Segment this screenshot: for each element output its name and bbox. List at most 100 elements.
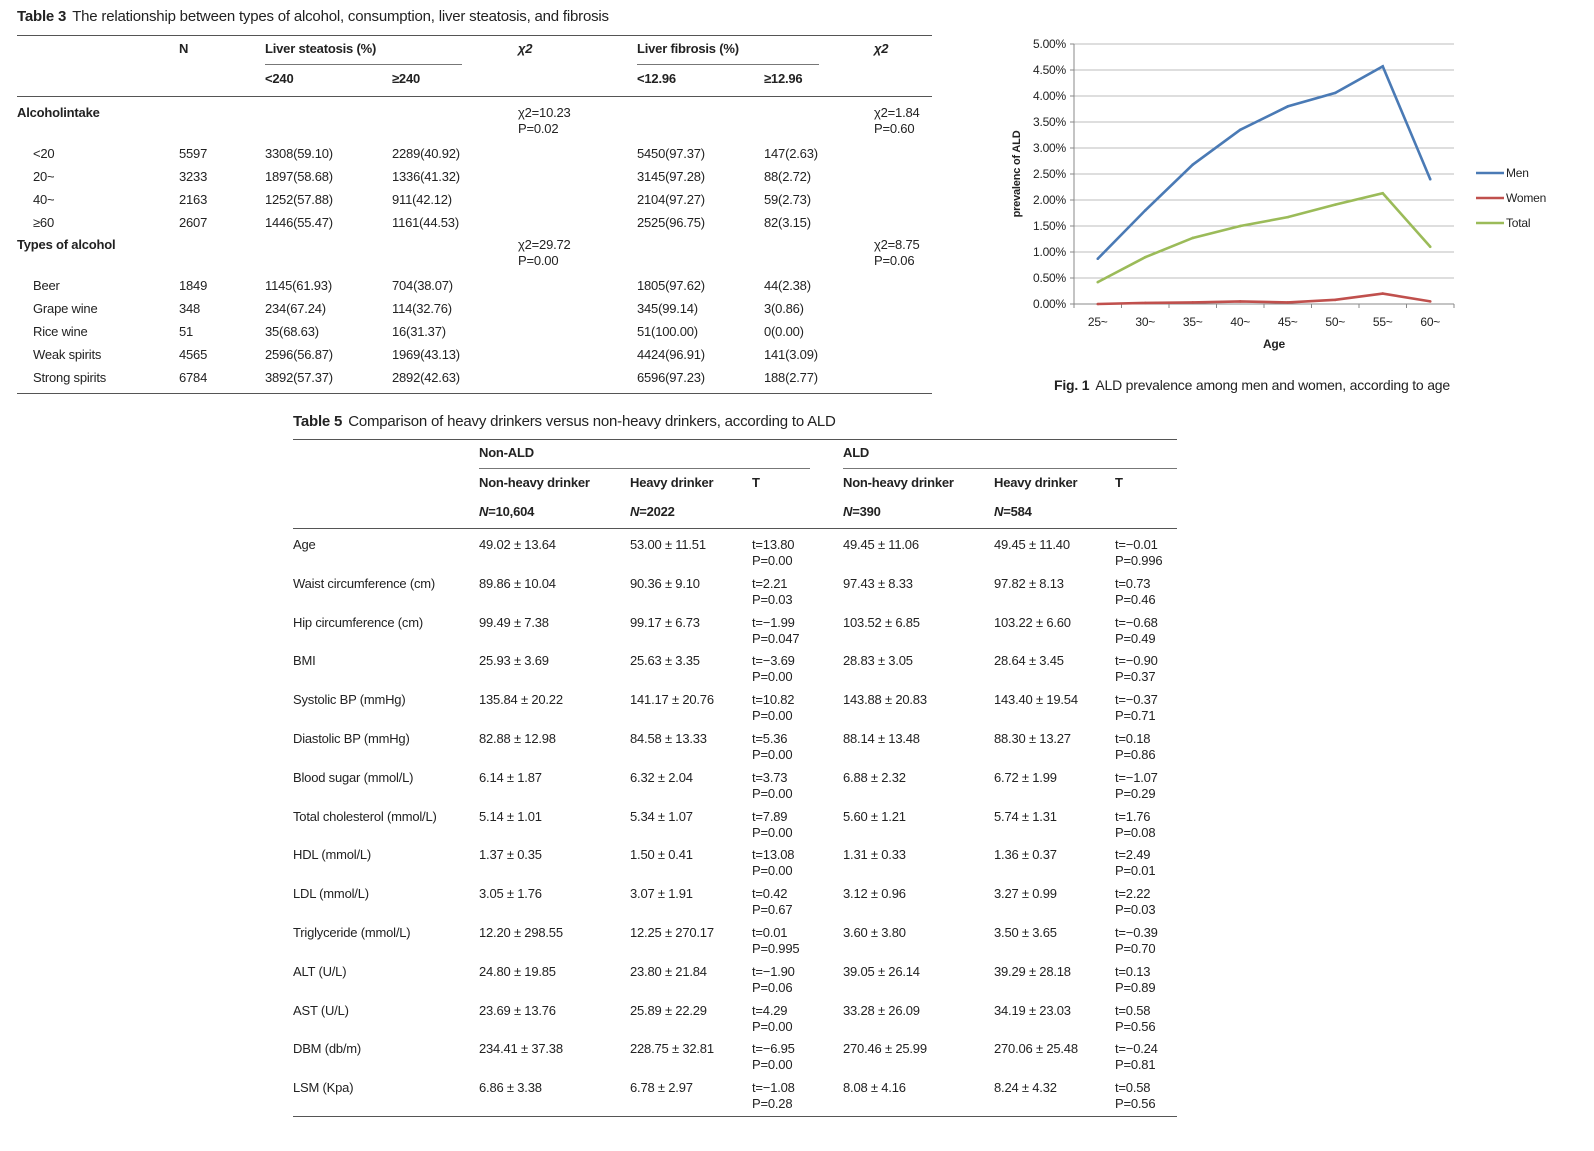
x-tick-label: 35~ xyxy=(1183,315,1203,329)
cell-ald-heavy: 8.24 ± 4.32 xyxy=(994,1080,1057,1095)
n-symbol: N xyxy=(630,504,640,519)
cell-ald-heavy: 97.82 ± 8.13 xyxy=(994,576,1064,591)
cell-non-ald-heavy: 25.63 ± 3.35 xyxy=(630,653,700,668)
cell-ald-t: t=0.18 P=0.86 xyxy=(1115,731,1156,763)
row-label: Systolic BP (mmHg) xyxy=(293,692,406,707)
p-value: P=0.03 xyxy=(752,592,793,607)
cell-ald-heavy: 1.36 ± 0.37 xyxy=(994,847,1057,862)
y-tick-label: 2.50% xyxy=(1033,167,1067,181)
cell-non-ald-non-heavy: 1.37 ± 0.35 xyxy=(479,847,542,862)
row-label: Age xyxy=(293,537,316,552)
p-value: P=0.995 xyxy=(752,941,800,956)
cell-non-ald-heavy: 1.50 ± 0.41 xyxy=(630,847,693,862)
y-tick-label: 5.00% xyxy=(1033,37,1067,51)
cell-non-ald-heavy: 53.00 ± 11.51 xyxy=(630,537,706,552)
cell-non-ald-heavy: 84.58 ± 13.33 xyxy=(630,731,707,746)
cell-non-ald-non-heavy: 6.14 ± 1.87 xyxy=(479,770,542,785)
p-value: P=0.02 xyxy=(518,121,559,136)
cell-fb-high: 59(2.73) xyxy=(764,192,811,207)
steatosis-subrule xyxy=(265,64,462,65)
p-value: P=0.00 xyxy=(752,708,793,723)
t-value: t=2.49 xyxy=(1115,847,1151,862)
table-5-bottom-rule xyxy=(293,1116,1177,1117)
data-point-men xyxy=(1286,105,1290,108)
t-value: t=0.58 xyxy=(1115,1003,1151,1018)
row-label: 20~ xyxy=(33,169,55,184)
cell-n: 5597 xyxy=(179,146,208,161)
chi-stat: χ2=1.84 P=0.60 xyxy=(874,105,920,137)
n-symbol: N xyxy=(479,504,489,519)
cell-ald-heavy: 143.40 ± 19.54 xyxy=(994,692,1078,707)
data-point-women xyxy=(1381,292,1385,295)
row-label: LDL (mmol/L) xyxy=(293,886,369,901)
cell-ald-non-heavy: 33.28 ± 26.09 xyxy=(843,1003,920,1018)
cell-ald-non-heavy: 143.88 ± 20.83 xyxy=(843,692,927,707)
p-value: P=0.71 xyxy=(1115,708,1156,723)
p-value: P=0.00 xyxy=(752,1019,793,1034)
cell-non-ald-non-heavy: 135.84 ± 20.22 xyxy=(479,692,563,707)
cell-st-low: 1446(55.47) xyxy=(265,215,333,230)
data-point-total xyxy=(1143,255,1147,259)
chi-stat: χ2=8.75 P=0.06 xyxy=(874,237,920,269)
group-header-non-ald: Non-ALD xyxy=(479,445,534,460)
p-value: P=0.00 xyxy=(752,747,793,762)
data-point-women xyxy=(1333,298,1337,302)
cell-non-ald-t: t=−3.69 P=0.00 xyxy=(752,653,795,685)
p-value: P=0.00 xyxy=(752,863,793,878)
cell-ald-non-heavy: 3.12 ± 0.96 xyxy=(843,886,906,901)
p-value: P=0.047 xyxy=(752,631,800,646)
non-ald-subrule xyxy=(479,468,810,469)
cell-ald-heavy: 39.29 ± 28.18 xyxy=(994,964,1071,979)
cell-ald-non-heavy: 270.46 ± 25.99 xyxy=(843,1041,927,1056)
p-value: P=0.00 xyxy=(518,253,559,268)
col-header-non-heavy: Non-heavy drinker xyxy=(479,475,590,490)
cell-fb-high: 44(2.38) xyxy=(764,278,811,293)
row-label: ≥60 xyxy=(33,215,54,230)
t-value: t=0.01 xyxy=(752,925,788,940)
row-label: Blood sugar (mmol/L) xyxy=(293,770,414,785)
row-label: Waist circumference (cm) xyxy=(293,576,436,591)
col-header-heavy: Heavy drinker xyxy=(994,475,1078,490)
t-value: t=−0.01 xyxy=(1115,537,1158,552)
cell-non-ald-t: t=7.89 P=0.00 xyxy=(752,809,793,841)
cell-ald-t: t=−0.01 P=0.996 xyxy=(1115,537,1163,569)
cell-st-high: 114(32.76) xyxy=(392,301,452,316)
row-label: <20 xyxy=(33,146,55,161)
cell-ald-non-heavy: 103.52 ± 6.85 xyxy=(843,615,920,630)
cell-non-ald-heavy: 6.78 ± 2.97 xyxy=(630,1080,693,1095)
p-value: P=0.70 xyxy=(1115,941,1156,956)
cell-st-high: 1969(43.13) xyxy=(392,347,460,362)
data-point-women xyxy=(1286,301,1290,304)
cell-non-ald-non-heavy: 12.20 ± 298.55 xyxy=(479,925,563,940)
table-3-top-rule xyxy=(17,35,932,36)
p-value: P=0.86 xyxy=(1115,747,1156,762)
cell-non-ald-non-heavy: 6.86 ± 3.38 xyxy=(479,1080,542,1095)
t-value: t=−1.90 xyxy=(752,964,795,979)
cell-ald-t: t=2.49 P=0.01 xyxy=(1115,847,1156,879)
col-header-chi-steatosis: χ2 xyxy=(518,41,533,56)
t-value: t=−1.07 xyxy=(1115,770,1158,785)
col-header-t: T xyxy=(1115,475,1123,490)
cell-fb-high: 0(0.00) xyxy=(764,324,804,339)
cell-non-ald-t: t=−6.95 P=0.00 xyxy=(752,1041,795,1073)
cell-non-ald-non-heavy: 25.93 ± 3.69 xyxy=(479,653,549,668)
cell-st-low: 234(67.24) xyxy=(265,301,326,316)
figure-1-caption-text: ALD prevalence among men and women, acco… xyxy=(1095,377,1450,393)
cell-ald-non-heavy: 97.43 ± 8.33 xyxy=(843,576,913,591)
p-value: P=0.81 xyxy=(1115,1057,1156,1072)
cell-non-ald-t: t=13.80 P=0.00 xyxy=(752,537,795,569)
t-value: t=7.89 xyxy=(752,809,788,824)
y-tick-label: 0.50% xyxy=(1033,271,1067,285)
n-symbol: N xyxy=(843,504,853,519)
figure-1-caption: Fig. 1 ALD prevalence among men and women… xyxy=(1054,377,1450,393)
cell-non-ald-t: t=0.01 P=0.995 xyxy=(752,925,800,957)
data-point-total xyxy=(1381,191,1385,195)
cell-non-ald-non-heavy: 3.05 ± 1.76 xyxy=(479,886,542,901)
cell-ald-heavy: 5.74 ± 1.31 xyxy=(994,809,1057,824)
cell-fb-low: 6596(97.23) xyxy=(637,370,705,385)
p-value: P=0.00 xyxy=(752,669,793,684)
group-title: Types of alcohol xyxy=(17,237,116,252)
cell-fb-high: 82(3.15) xyxy=(764,215,811,230)
data-point-total xyxy=(1191,236,1195,240)
cell-ald-non-heavy: 1.31 ± 0.33 xyxy=(843,847,906,862)
